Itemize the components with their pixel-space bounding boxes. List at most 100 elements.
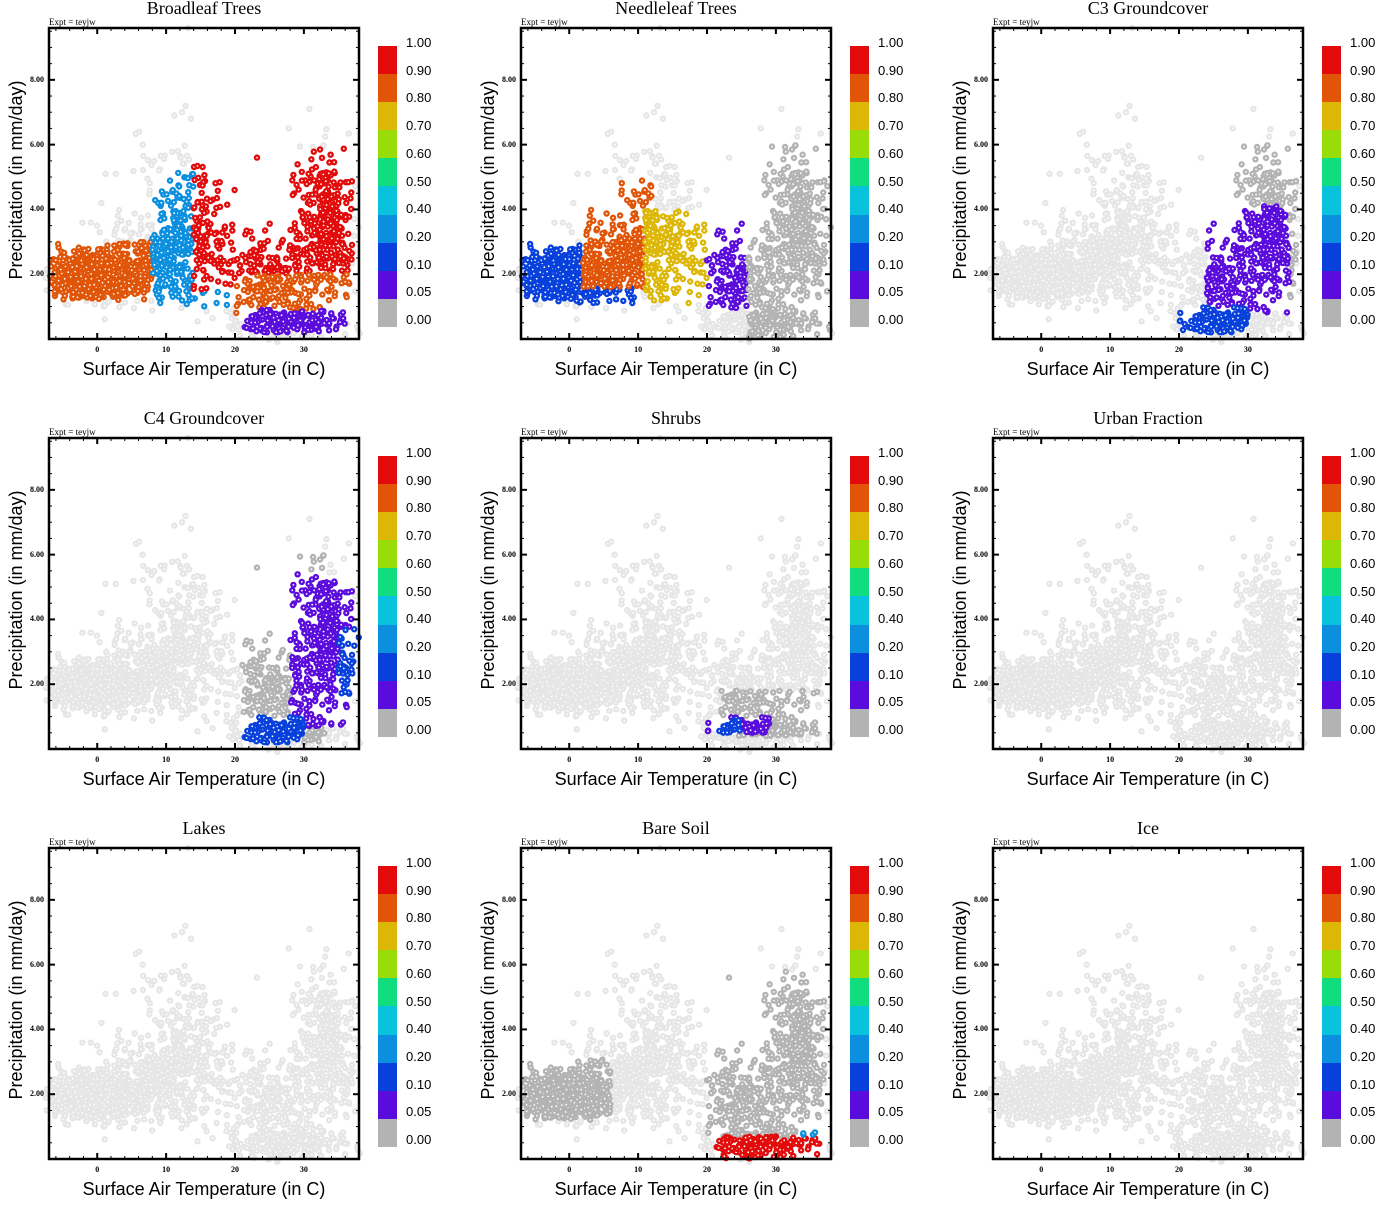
data-point-center bbox=[177, 238, 179, 240]
data-point-center bbox=[579, 245, 581, 247]
data-point-center bbox=[57, 243, 59, 245]
data-point-center bbox=[150, 300, 152, 302]
data-point-center bbox=[201, 192, 203, 194]
data-point-center bbox=[219, 206, 221, 208]
data-point-center bbox=[242, 254, 244, 256]
y-tick-label: 2.00 bbox=[14, 269, 44, 279]
data-point-center bbox=[646, 115, 648, 117]
data-point-center bbox=[235, 312, 237, 314]
data-point-center bbox=[244, 281, 246, 283]
data-point-center bbox=[311, 263, 313, 265]
data-point-center bbox=[266, 309, 268, 311]
data-point-center bbox=[269, 334, 271, 336]
data-point-center bbox=[659, 191, 661, 193]
data-point-center bbox=[238, 296, 240, 298]
data-point-center bbox=[77, 297, 79, 299]
data-point-center bbox=[272, 297, 274, 299]
data-point-center bbox=[238, 329, 240, 331]
data-point-center bbox=[307, 314, 309, 316]
data-point-center bbox=[220, 257, 222, 259]
data-point-center bbox=[137, 251, 139, 253]
data-point-center bbox=[656, 145, 658, 147]
data-point-center bbox=[304, 222, 306, 224]
data-point-center bbox=[82, 222, 84, 224]
data-point-center bbox=[202, 269, 204, 271]
data-point-center bbox=[67, 271, 69, 273]
data-point-center bbox=[61, 273, 63, 275]
data-point-center bbox=[195, 251, 197, 253]
data-point-center bbox=[114, 234, 116, 236]
data-point-center bbox=[144, 288, 146, 290]
data-point-center bbox=[308, 274, 310, 276]
data-point-center bbox=[205, 241, 207, 243]
data-point-center bbox=[347, 270, 349, 272]
data-point-center bbox=[315, 166, 317, 168]
data-point-center bbox=[161, 213, 163, 215]
data-point-center bbox=[121, 302, 123, 304]
data-point-center bbox=[307, 231, 309, 233]
data-point-center bbox=[201, 288, 203, 290]
data-point-center bbox=[658, 303, 660, 305]
data-point-center bbox=[330, 274, 332, 276]
data-point-center bbox=[605, 170, 607, 172]
data-point-center bbox=[277, 266, 279, 268]
data-point-center bbox=[118, 209, 120, 211]
data-point-center bbox=[340, 182, 342, 184]
data-point-center bbox=[118, 253, 120, 255]
data-point-center bbox=[54, 284, 56, 286]
data-point-center bbox=[687, 182, 689, 184]
colorbar-label: 0.40 bbox=[406, 202, 431, 216]
data-point-center bbox=[140, 280, 142, 282]
data-point-center bbox=[659, 177, 661, 179]
data-point-center bbox=[169, 259, 171, 261]
data-point-center bbox=[350, 198, 352, 200]
data-point-center bbox=[188, 294, 190, 296]
data-point-center bbox=[264, 230, 266, 232]
data-point-center bbox=[232, 328, 234, 330]
data-point-center bbox=[153, 160, 155, 162]
data-point-center bbox=[138, 233, 140, 235]
data-point-center bbox=[283, 304, 285, 306]
data-point-center bbox=[338, 198, 340, 200]
data-point-center bbox=[332, 268, 334, 270]
data-point-center bbox=[297, 293, 299, 295]
data-point-center bbox=[673, 208, 675, 210]
data-point-center bbox=[326, 249, 328, 251]
data-point-center bbox=[341, 235, 343, 237]
data-point-center bbox=[246, 327, 248, 329]
data-point-center bbox=[107, 281, 109, 283]
data-point-center bbox=[226, 235, 228, 237]
data-point-center bbox=[55, 259, 57, 261]
data-point-center bbox=[265, 269, 267, 271]
data-point-center bbox=[344, 333, 346, 335]
data-point-center bbox=[301, 212, 303, 214]
data-point-center bbox=[74, 271, 76, 273]
data-point-center bbox=[97, 248, 99, 250]
data-point-center bbox=[329, 245, 331, 247]
data-point-center bbox=[273, 317, 275, 319]
data-point-center bbox=[205, 287, 207, 289]
data-point-center bbox=[88, 248, 90, 250]
data-point-center bbox=[312, 146, 314, 148]
data-point-center bbox=[309, 247, 311, 249]
data-point-center bbox=[101, 202, 103, 204]
x-axis-label: Surface Air Temperature (in C) bbox=[48, 359, 360, 379]
data-point-center bbox=[518, 268, 520, 270]
data-point-center bbox=[272, 325, 274, 327]
data-point-center bbox=[171, 151, 173, 153]
data-point-center bbox=[180, 235, 182, 237]
data-point-center bbox=[257, 275, 259, 277]
data-point-center bbox=[327, 219, 329, 221]
data-point-center bbox=[140, 276, 142, 278]
data-point-center bbox=[311, 194, 313, 196]
data-point-center bbox=[162, 238, 164, 240]
data-point-center bbox=[688, 197, 690, 199]
data-point-center bbox=[194, 179, 196, 181]
data-point-center bbox=[197, 232, 199, 234]
data-point-center bbox=[278, 247, 280, 249]
data-point-center bbox=[313, 308, 315, 310]
data-point-center bbox=[591, 306, 593, 308]
data-point-center bbox=[243, 301, 245, 303]
data-point-center bbox=[296, 184, 298, 186]
data-point-center bbox=[207, 221, 209, 223]
